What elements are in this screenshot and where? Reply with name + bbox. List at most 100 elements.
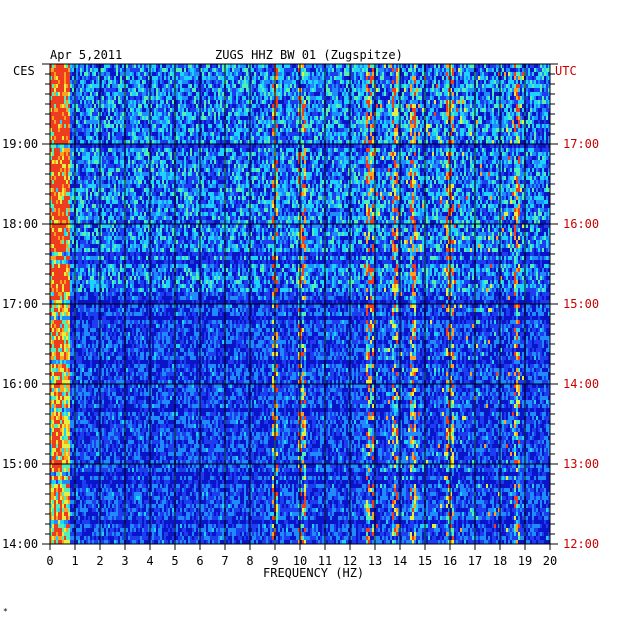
heatmap-cell xyxy=(200,156,202,160)
heatmap-cell xyxy=(96,128,98,132)
heatmap-cell xyxy=(264,92,266,96)
heatmap-cell xyxy=(392,144,394,148)
heatmap-cell xyxy=(140,72,142,76)
heatmap-cell xyxy=(96,92,98,96)
heatmap-cell xyxy=(222,140,224,144)
heatmap-cell xyxy=(358,140,360,144)
heatmap-cell xyxy=(460,108,462,112)
heatmap-cell xyxy=(476,124,478,128)
heatmap-cell xyxy=(470,156,472,160)
heatmap-cell xyxy=(352,132,354,136)
heatmap-cell xyxy=(500,96,502,100)
heatmap-cell xyxy=(344,96,346,100)
heatmap-cell xyxy=(188,128,190,132)
heatmap-cell xyxy=(78,64,80,68)
heatmap-cell xyxy=(410,152,412,156)
heatmap-cell xyxy=(164,72,166,76)
heatmap-cell xyxy=(144,100,146,104)
heatmap-cell xyxy=(126,152,128,156)
heatmap-cell xyxy=(378,100,380,104)
heatmap-cell xyxy=(404,96,406,100)
heatmap-cell xyxy=(366,96,368,100)
heatmap-cell xyxy=(154,136,156,140)
heatmap-cell xyxy=(364,144,366,148)
heatmap-cell xyxy=(388,100,390,104)
heatmap-cell xyxy=(282,72,284,76)
heatmap-cell xyxy=(222,68,224,72)
heatmap-cell xyxy=(280,152,282,156)
heatmap-cell xyxy=(212,108,214,112)
heatmap-cell xyxy=(468,68,470,72)
heatmap-cell xyxy=(254,72,256,76)
heatmap-cell xyxy=(444,128,446,132)
heatmap-cell xyxy=(390,152,392,156)
heatmap-cell xyxy=(418,132,420,136)
heatmap-cell xyxy=(270,144,272,148)
heatmap-cell xyxy=(428,68,430,72)
heatmap-cell xyxy=(434,156,436,160)
heatmap-cell xyxy=(112,88,114,92)
heatmap-cell xyxy=(358,68,360,72)
heatmap-cell xyxy=(488,104,490,108)
heatmap-cell xyxy=(422,156,424,160)
heatmap-cell xyxy=(294,140,296,144)
heatmap-cell xyxy=(500,128,502,132)
heatmap-cell xyxy=(514,80,516,84)
heatmap-cell xyxy=(434,120,436,124)
heatmap-cell xyxy=(50,120,52,124)
heatmap-cell xyxy=(208,104,210,108)
heatmap-cell xyxy=(52,96,54,100)
heatmap-cell xyxy=(134,148,136,152)
heatmap-cell xyxy=(526,156,528,160)
heatmap-cell xyxy=(350,100,352,104)
heatmap-cell xyxy=(518,128,520,132)
heatmap-cell xyxy=(394,88,396,92)
heatmap-cell xyxy=(500,100,502,104)
heatmap-cell xyxy=(96,156,98,160)
heatmap-cell xyxy=(420,68,422,72)
heatmap-cell xyxy=(56,120,58,124)
heatmap-cell xyxy=(86,152,88,156)
heatmap-cell xyxy=(508,72,510,76)
heatmap-cell xyxy=(152,116,154,120)
heatmap-cell xyxy=(214,132,216,136)
heatmap-cell xyxy=(410,136,412,140)
heatmap-cell xyxy=(164,108,166,112)
heatmap-cell xyxy=(522,132,524,136)
heatmap-cell xyxy=(110,124,112,128)
heatmap-cell xyxy=(268,132,270,136)
heatmap-cell xyxy=(86,136,88,140)
heatmap-cell xyxy=(158,92,160,96)
heatmap-cell xyxy=(420,160,422,164)
heatmap-cell xyxy=(178,80,180,84)
heatmap-cell xyxy=(286,120,288,124)
heatmap-cell xyxy=(500,136,502,140)
heatmap-cell xyxy=(56,68,58,72)
heatmap-cell xyxy=(114,76,116,80)
heatmap-cell xyxy=(80,104,82,108)
heatmap-cell xyxy=(248,120,250,124)
heatmap-cell xyxy=(402,132,404,136)
heatmap-cell xyxy=(340,112,342,116)
heatmap-cell xyxy=(382,148,384,152)
heatmap-cell xyxy=(394,112,396,116)
heatmap-cell xyxy=(166,124,168,128)
heatmap-cell xyxy=(204,156,206,160)
heatmap-cell xyxy=(246,140,248,144)
heatmap-cell xyxy=(520,84,522,88)
heatmap-cell xyxy=(534,132,536,136)
heatmap-cell xyxy=(366,152,368,156)
heatmap-cell xyxy=(248,100,250,104)
heatmap-cell xyxy=(130,88,132,92)
heatmap-cell xyxy=(186,152,188,156)
heatmap-cell xyxy=(232,96,234,100)
heatmap-cell xyxy=(114,136,116,140)
heatmap-cell xyxy=(530,76,532,80)
heatmap-cell xyxy=(410,76,412,80)
heatmap-cell xyxy=(60,64,62,68)
heatmap-cell xyxy=(230,72,232,76)
heatmap-cell xyxy=(288,84,290,88)
heatmap-cell xyxy=(244,148,246,152)
heatmap-cell xyxy=(378,76,380,80)
